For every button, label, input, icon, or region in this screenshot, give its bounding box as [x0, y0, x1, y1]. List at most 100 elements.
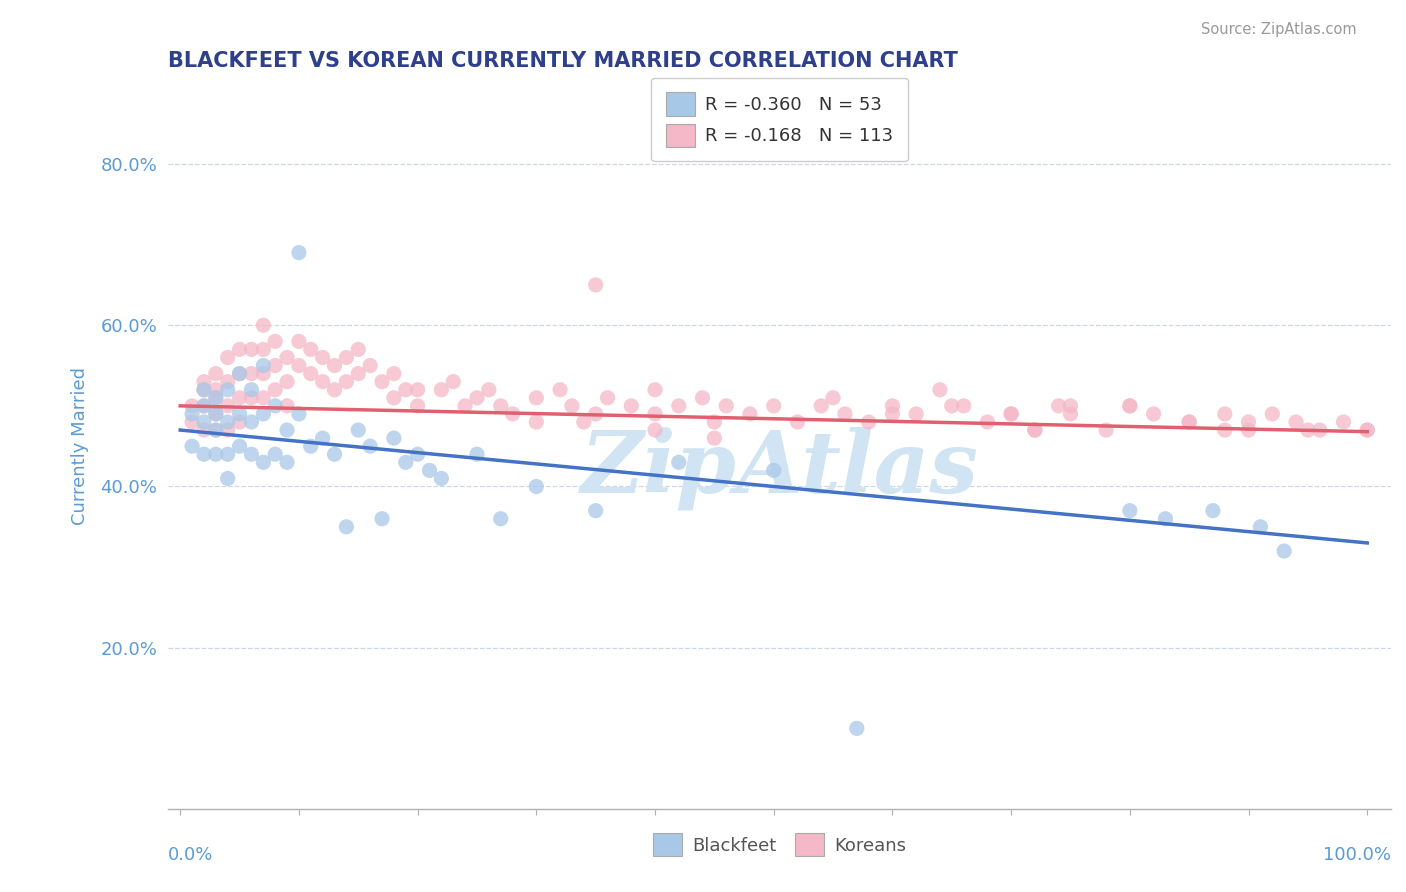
Point: [240, 391, 263, 405]
Point: [644, 423, 666, 437]
Point: [418, 463, 440, 477]
Point: [240, 383, 263, 397]
Text: BLACKFEET VS KOREAN CURRENTLY MARRIED CORRELATION CHART: BLACKFEET VS KOREAN CURRENTLY MARRIED CO…: [169, 51, 959, 70]
Point: [561, 399, 583, 413]
Point: [181, 415, 204, 429]
Point: [311, 351, 333, 365]
Point: [1119, 399, 1142, 413]
Point: [585, 277, 607, 292]
Point: [204, 447, 226, 461]
Point: [1059, 399, 1081, 413]
Text: 0.0%: 0.0%: [169, 847, 214, 864]
Point: [668, 455, 690, 469]
Point: [1355, 423, 1378, 437]
Point: [1000, 407, 1022, 421]
Point: [395, 455, 418, 469]
Point: [644, 407, 666, 421]
Point: [976, 415, 998, 429]
Point: [181, 407, 204, 421]
Point: [465, 391, 488, 405]
Point: [1024, 423, 1046, 437]
Point: [1059, 407, 1081, 421]
Point: [1119, 399, 1142, 413]
Point: [323, 359, 346, 373]
Point: [347, 343, 370, 357]
Point: [193, 383, 215, 397]
Point: [762, 399, 785, 413]
Point: [1333, 415, 1355, 429]
Point: [1355, 423, 1378, 437]
Point: [1296, 423, 1319, 437]
Point: [228, 367, 250, 381]
Point: [252, 359, 274, 373]
Point: [264, 334, 287, 349]
Point: [644, 383, 666, 397]
Point: [240, 447, 263, 461]
Point: [905, 407, 928, 421]
Point: [347, 423, 370, 437]
Point: [929, 383, 952, 397]
Point: [1213, 407, 1236, 421]
Point: [620, 399, 643, 413]
Point: [264, 447, 287, 461]
Point: [311, 431, 333, 445]
Point: [252, 367, 274, 381]
Point: [952, 399, 974, 413]
Point: [204, 407, 226, 421]
Point: [382, 431, 405, 445]
Point: [217, 423, 239, 437]
Point: [762, 463, 785, 477]
Point: [810, 399, 832, 413]
Point: [204, 423, 226, 437]
Point: [382, 391, 405, 405]
Point: [288, 245, 311, 260]
Point: [228, 343, 250, 357]
Point: [465, 447, 488, 461]
Point: [1309, 423, 1331, 437]
Point: [371, 375, 394, 389]
Point: [252, 455, 274, 469]
Point: [703, 431, 725, 445]
Point: [323, 447, 346, 461]
Point: [276, 455, 298, 469]
Point: [217, 399, 239, 413]
Point: [489, 399, 512, 413]
Point: [240, 367, 263, 381]
Point: [204, 383, 226, 397]
Point: [786, 415, 808, 429]
Point: [299, 439, 322, 453]
Point: [845, 722, 868, 736]
Point: [217, 447, 239, 461]
Point: [181, 439, 204, 453]
Point: [1249, 520, 1271, 534]
Point: [941, 399, 963, 413]
Point: [1178, 415, 1201, 429]
Point: [454, 399, 477, 413]
Point: [703, 415, 725, 429]
Point: [524, 479, 547, 493]
Point: [217, 383, 239, 397]
Point: [311, 375, 333, 389]
Point: [252, 343, 274, 357]
Point: [1000, 407, 1022, 421]
Point: [228, 415, 250, 429]
Point: [347, 367, 370, 381]
Point: [276, 351, 298, 365]
Point: [406, 383, 429, 397]
Point: [1237, 423, 1260, 437]
Point: [882, 407, 904, 421]
Point: [524, 391, 547, 405]
Point: [1095, 423, 1118, 437]
Y-axis label: Currently Married: Currently Married: [72, 368, 89, 525]
Point: [823, 391, 845, 405]
Point: [1142, 407, 1164, 421]
Text: ZipAtlas: ZipAtlas: [581, 426, 979, 509]
Point: [572, 415, 595, 429]
Point: [1272, 544, 1295, 558]
Point: [240, 343, 263, 357]
Point: [489, 512, 512, 526]
Point: [1047, 399, 1070, 413]
Point: [716, 399, 738, 413]
Legend: R = -0.360   N = 53, R = -0.168   N = 113: R = -0.360 N = 53, R = -0.168 N = 113: [651, 78, 908, 161]
Point: [335, 351, 357, 365]
